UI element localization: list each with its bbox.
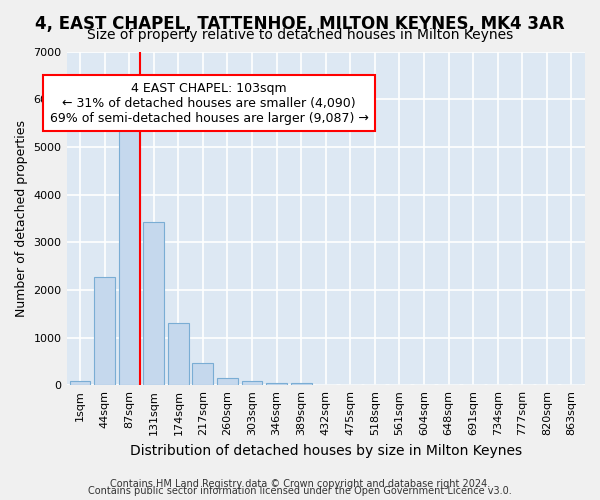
- Bar: [70, 382, 91, 385]
- Text: 4 EAST CHAPEL: 103sqm
← 31% of detached houses are smaller (4,090)
69% of semi-d: 4 EAST CHAPEL: 103sqm ← 31% of detached …: [50, 82, 368, 124]
- Bar: [143, 222, 164, 385]
- Bar: [193, 364, 214, 385]
- Bar: [168, 322, 189, 385]
- Text: Contains public sector information licensed under the Open Government Licence v3: Contains public sector information licen…: [88, 486, 512, 496]
- Text: Size of property relative to detached houses in Milton Keynes: Size of property relative to detached ho…: [87, 28, 513, 42]
- Bar: [119, 124, 140, 385]
- Bar: [242, 381, 262, 385]
- Text: 4, EAST CHAPEL, TATTENHOE, MILTON KEYNES, MK4 3AR: 4, EAST CHAPEL, TATTENHOE, MILTON KEYNES…: [35, 15, 565, 33]
- Bar: [217, 378, 238, 385]
- X-axis label: Distribution of detached houses by size in Milton Keynes: Distribution of detached houses by size …: [130, 444, 522, 458]
- Bar: [291, 383, 311, 385]
- Bar: [266, 382, 287, 385]
- Y-axis label: Number of detached properties: Number of detached properties: [15, 120, 28, 317]
- Bar: [94, 277, 115, 385]
- Text: Contains HM Land Registry data © Crown copyright and database right 2024.: Contains HM Land Registry data © Crown c…: [110, 479, 490, 489]
